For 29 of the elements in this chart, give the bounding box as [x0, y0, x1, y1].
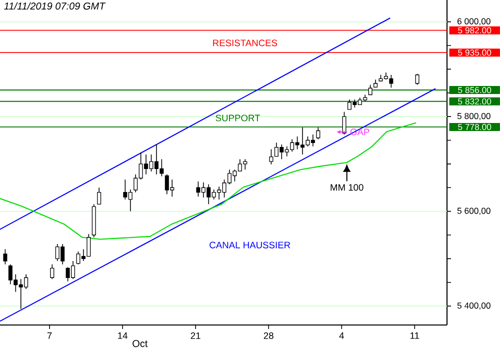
x-tick-label: 14: [118, 332, 128, 339]
candlestick: [3, 248, 8, 265]
candlestick: [316, 127, 320, 140]
y-tick-label: 6 000,00: [457, 18, 490, 26]
candlestick: [97, 187, 102, 205]
candlestick: [50, 264, 54, 280]
candlestick: [368, 84, 372, 96]
chart-title: 11/11/2019 07:09 GMT: [4, 2, 106, 10]
x-axis-title: Oct: [132, 340, 148, 348]
annotation: MM 100: [330, 184, 364, 191]
y-tick-label: 5 400,00: [457, 302, 490, 310]
ref-line-label: 5 832.00: [458, 98, 492, 104]
ref-line-label: 5 982.00: [458, 27, 492, 34]
candlestick: [415, 74, 420, 86]
line-series: [0, 122, 417, 240]
ref-line-label: 5 778.00: [458, 124, 492, 130]
x-tick-label: 4: [339, 332, 344, 339]
x-tick-label: 21: [190, 332, 200, 339]
x-tick-label: 28: [264, 332, 274, 339]
ref-line-label: 5 856.00: [458, 86, 492, 94]
annotation: RESISTANCES: [213, 40, 278, 46]
y-tick-label: 5 600,00: [457, 208, 490, 215]
candlestick: [269, 148, 274, 165]
x-tick-label: 11: [410, 332, 420, 339]
annotation: CANAL HAUSSIER: [210, 242, 290, 248]
annotation: SUPPORT: [216, 114, 260, 122]
ref-line-label: 5 935.00: [458, 50, 492, 56]
x-tick-label: 7: [47, 332, 52, 339]
y-tick-label: 5 800,00: [457, 112, 490, 120]
